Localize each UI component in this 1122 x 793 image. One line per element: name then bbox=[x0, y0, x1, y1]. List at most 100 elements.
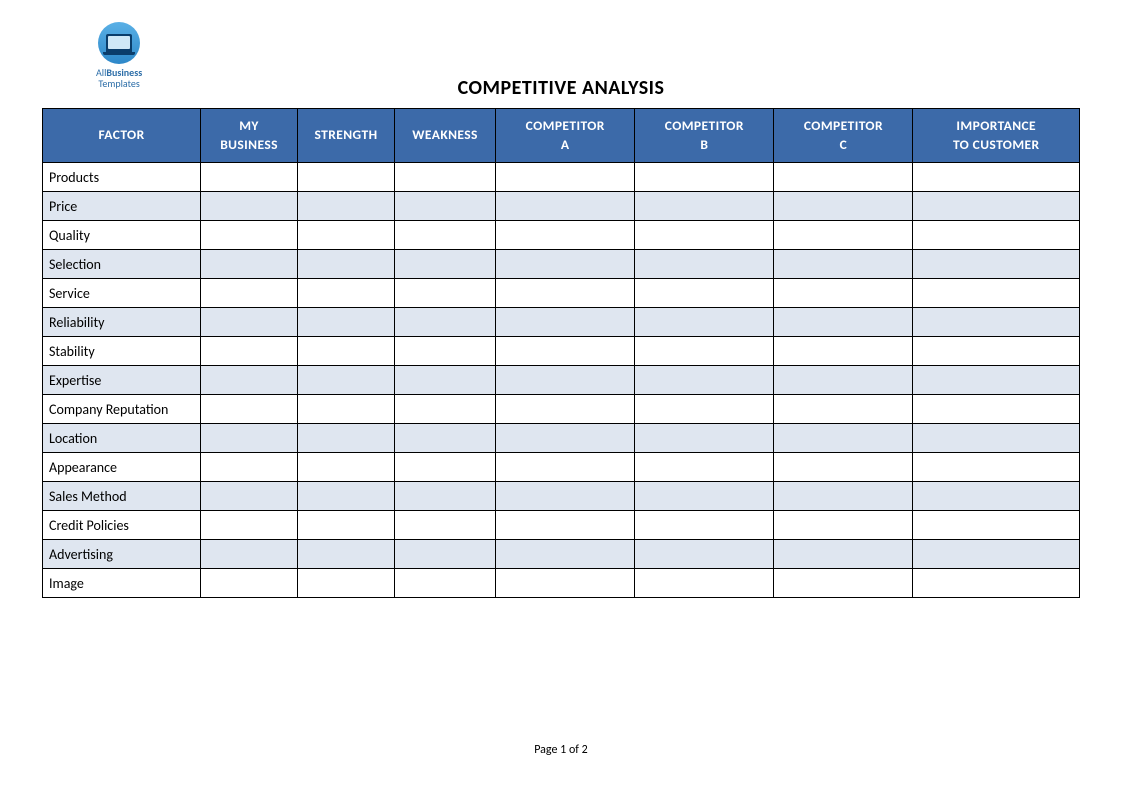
data-cell bbox=[298, 395, 395, 424]
data-cell bbox=[774, 337, 913, 366]
data-cell bbox=[394, 540, 495, 569]
data-cell bbox=[298, 221, 395, 250]
data-cell bbox=[913, 337, 1080, 366]
table-body: ProductsPriceQualitySelectionServiceReli… bbox=[43, 163, 1080, 598]
data-cell bbox=[394, 366, 495, 395]
data-cell bbox=[394, 192, 495, 221]
table-header-cell: COMPETITORC bbox=[774, 109, 913, 163]
data-cell bbox=[496, 163, 635, 192]
data-cell bbox=[774, 482, 913, 511]
data-cell bbox=[774, 366, 913, 395]
laptop-icon bbox=[106, 34, 132, 52]
data-cell bbox=[394, 569, 495, 598]
page: AllBusiness Templates COMPETITIVE ANALYS… bbox=[0, 0, 1122, 793]
data-cell bbox=[394, 395, 495, 424]
table-row: Quality bbox=[43, 221, 1080, 250]
table-row: Expertise bbox=[43, 366, 1080, 395]
data-cell bbox=[496, 308, 635, 337]
data-cell bbox=[201, 569, 298, 598]
data-cell bbox=[774, 395, 913, 424]
data-cell bbox=[635, 424, 774, 453]
competitive-analysis-table: FACTORMYBUSINESSSTRENGTHWEAKNESSCOMPETIT… bbox=[42, 108, 1080, 598]
data-cell bbox=[201, 308, 298, 337]
data-cell bbox=[201, 482, 298, 511]
data-cell bbox=[201, 540, 298, 569]
table-header-row: FACTORMYBUSINESSSTRENGTHWEAKNESSCOMPETIT… bbox=[43, 109, 1080, 163]
data-cell bbox=[201, 221, 298, 250]
data-cell bbox=[298, 366, 395, 395]
factor-cell: Reliability bbox=[43, 308, 201, 337]
data-cell bbox=[394, 279, 495, 308]
table-row: Advertising bbox=[43, 540, 1080, 569]
data-cell bbox=[496, 511, 635, 540]
data-cell bbox=[635, 540, 774, 569]
data-cell bbox=[201, 337, 298, 366]
data-cell bbox=[635, 163, 774, 192]
data-cell bbox=[298, 163, 395, 192]
table-row: Stability bbox=[43, 337, 1080, 366]
table-row: Products bbox=[43, 163, 1080, 192]
data-cell bbox=[774, 540, 913, 569]
data-cell bbox=[635, 366, 774, 395]
data-cell bbox=[394, 163, 495, 192]
data-cell bbox=[496, 279, 635, 308]
data-cell bbox=[774, 308, 913, 337]
data-cell bbox=[394, 453, 495, 482]
data-cell bbox=[635, 569, 774, 598]
data-cell bbox=[913, 395, 1080, 424]
data-cell bbox=[298, 337, 395, 366]
data-cell bbox=[496, 395, 635, 424]
logo-line2: Templates bbox=[98, 77, 139, 90]
table-header-cell: STRENGTH bbox=[298, 109, 395, 163]
factor-cell: Location bbox=[43, 424, 201, 453]
data-cell bbox=[496, 337, 635, 366]
data-cell bbox=[201, 424, 298, 453]
factor-cell: Quality bbox=[43, 221, 201, 250]
data-cell bbox=[774, 569, 913, 598]
table-row: Image bbox=[43, 569, 1080, 598]
data-cell bbox=[913, 424, 1080, 453]
data-cell bbox=[298, 453, 395, 482]
data-cell bbox=[635, 511, 774, 540]
data-cell bbox=[635, 250, 774, 279]
data-cell bbox=[913, 569, 1080, 598]
table-header-cell: WEAKNESS bbox=[394, 109, 495, 163]
table-row: Reliability bbox=[43, 308, 1080, 337]
data-cell bbox=[635, 308, 774, 337]
table-head: FACTORMYBUSINESSSTRENGTHWEAKNESSCOMPETIT… bbox=[43, 109, 1080, 163]
data-cell bbox=[496, 250, 635, 279]
factor-cell: Image bbox=[43, 569, 201, 598]
data-cell bbox=[298, 569, 395, 598]
data-cell bbox=[201, 395, 298, 424]
table-row: Sales Method bbox=[43, 482, 1080, 511]
data-cell bbox=[496, 569, 635, 598]
data-cell bbox=[913, 163, 1080, 192]
table-row: Price bbox=[43, 192, 1080, 221]
data-cell bbox=[774, 279, 913, 308]
data-cell bbox=[298, 540, 395, 569]
table-header-cell: COMPETITORB bbox=[635, 109, 774, 163]
logo-text: AllBusiness Templates bbox=[96, 67, 142, 89]
data-cell bbox=[298, 192, 395, 221]
data-cell bbox=[913, 366, 1080, 395]
data-cell bbox=[635, 395, 774, 424]
table-row: Location bbox=[43, 424, 1080, 453]
data-cell bbox=[496, 540, 635, 569]
data-cell bbox=[913, 250, 1080, 279]
data-cell bbox=[394, 250, 495, 279]
page-title: COMPETITIVE ANALYSIS bbox=[42, 76, 1080, 100]
data-cell bbox=[496, 424, 635, 453]
data-cell bbox=[774, 453, 913, 482]
data-cell bbox=[394, 308, 495, 337]
factor-cell: Stability bbox=[43, 337, 201, 366]
data-cell bbox=[201, 366, 298, 395]
data-cell bbox=[774, 163, 913, 192]
brand-logo: AllBusiness Templates bbox=[96, 22, 142, 89]
data-cell bbox=[913, 192, 1080, 221]
data-cell bbox=[394, 221, 495, 250]
data-cell bbox=[913, 540, 1080, 569]
data-cell bbox=[298, 424, 395, 453]
data-cell bbox=[394, 511, 495, 540]
table-row: Selection bbox=[43, 250, 1080, 279]
data-cell bbox=[913, 221, 1080, 250]
